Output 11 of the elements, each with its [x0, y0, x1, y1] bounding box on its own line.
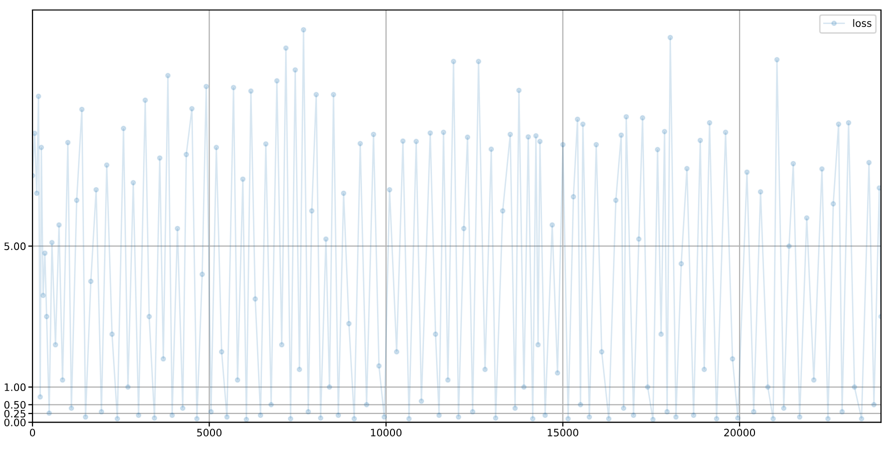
y-tick-label: 0.25 — [4, 410, 26, 418]
x-tick-label: 0 — [30, 428, 36, 436]
x-tick-label: 20000 — [724, 428, 756, 436]
y-tick-label: 0.00 — [4, 418, 26, 426]
y-tick-label: 1.00 — [4, 383, 26, 392]
legend-label: loss — [853, 19, 872, 27]
x-tick-label: 15000 — [548, 428, 578, 436]
y-tick-label: 5.00 — [4, 242, 26, 250]
x-tick-label: 10000 — [371, 428, 402, 436]
x-tick-label: 5000 — [197, 428, 222, 436]
y-tick-label: 0.50 — [4, 401, 26, 409]
